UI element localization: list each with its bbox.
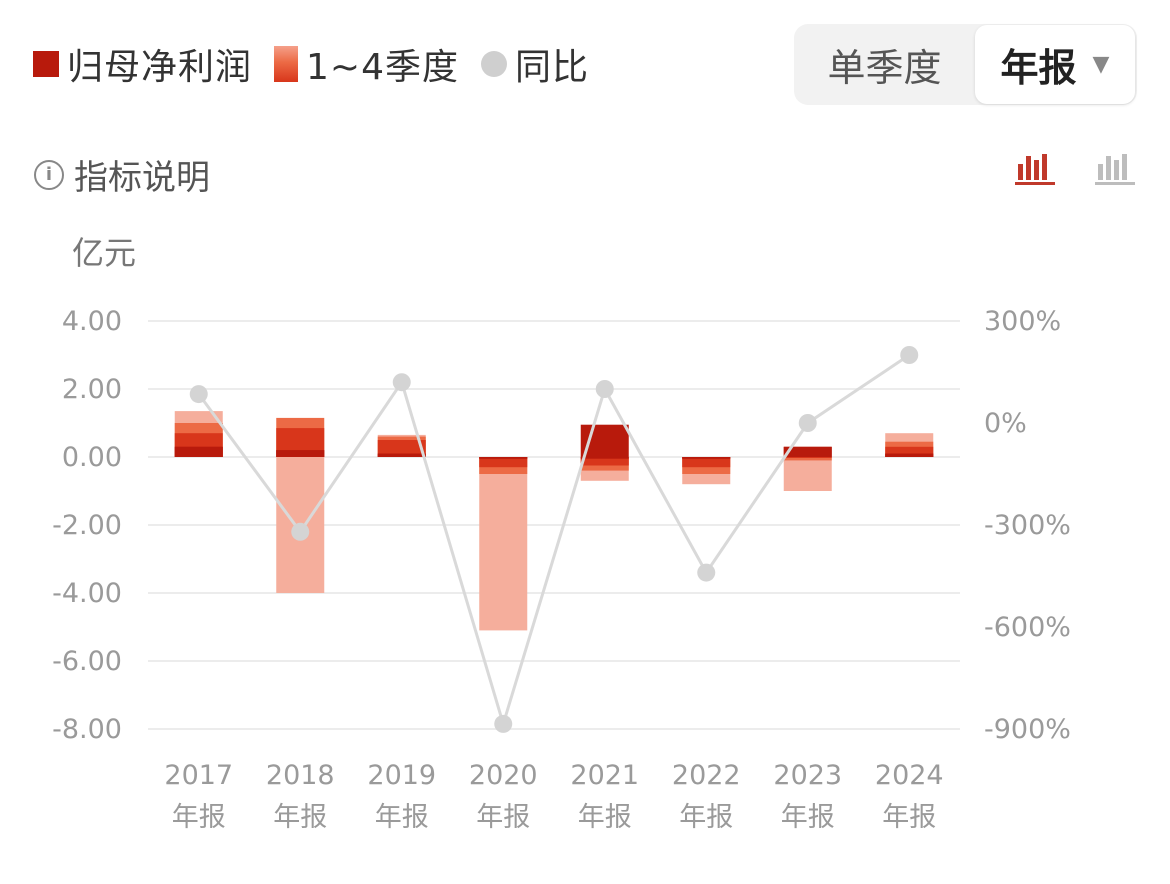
yoy-point-2024	[900, 346, 919, 364]
y-axis-unit: 亿元	[72, 234, 137, 272]
y-right-tick-label: 300%	[984, 306, 1061, 337]
x-tick-label: 2023	[773, 760, 842, 791]
bar-net-profit-2024	[885, 453, 934, 457]
y-right-tick-label: -600%	[984, 612, 1071, 643]
y-left-tick-label: -8.00	[52, 714, 122, 745]
indicator-explanation-label: 指标说明	[74, 158, 210, 198]
bar-net-profit-2018	[276, 450, 325, 457]
legend-item-yoy: 同比	[481, 38, 589, 90]
x-tick-label: 2022	[672, 760, 741, 791]
legend-item-quarters: 1~4季度	[274, 38, 459, 90]
bar-net-profit-2019	[377, 453, 426, 457]
yoy-point-2017	[189, 385, 208, 404]
x-tick-sublabel: 年报	[578, 802, 632, 833]
legend-label-yoy: 同比	[515, 47, 590, 88]
x-tick-sublabel: 年报	[375, 802, 429, 833]
x-tick-label: 2018	[266, 760, 335, 791]
y-right-tick-label: -300%	[984, 510, 1071, 541]
bar-q2-2024	[885, 446, 934, 457]
y-left-tick-label: -4.00	[52, 578, 122, 609]
bar-q1-2021	[580, 457, 629, 459]
bar-q4-2020	[479, 457, 528, 631]
x-tick-sublabel: 年报	[781, 802, 835, 833]
legend-item-net-profit: 归母净利润	[33, 38, 252, 90]
legend-swatch-net-profit	[33, 51, 59, 77]
y-left-tick-label: 0.00	[62, 442, 122, 473]
yoy-point-2018	[291, 522, 310, 541]
yoy-point-2021	[595, 380, 614, 398]
bar-net-profit-2022	[682, 457, 731, 459]
bar-net-profit-2017	[174, 446, 223, 457]
bar-q2-2021	[580, 457, 629, 466]
y-left-tick-label: 4.00	[62, 306, 122, 337]
bar-net-profit-2020	[479, 457, 528, 459]
chart-legend: 归母净利润 1~4季度 同比	[33, 38, 611, 90]
legend-label-quarters: 1~4季度	[306, 47, 459, 88]
bar-chart-icon[interactable]	[1014, 150, 1056, 186]
x-tick-label: 2019	[367, 760, 436, 791]
yoy-line	[197, 353, 911, 730]
bar-net-profit-2023	[783, 446, 832, 457]
period-toggle: 单季度 年报 ▼	[794, 24, 1137, 105]
yoy-point-2019	[392, 373, 411, 392]
bar-q2-2019	[377, 440, 426, 457]
x-tick-label: 2020	[469, 760, 538, 791]
annual-report-dropdown[interactable]: 年报 ▼	[975, 25, 1135, 104]
yoy-point-2020	[494, 714, 513, 733]
annual-report-label: 年报	[1000, 46, 1077, 90]
chevron-down-icon: ▼	[1092, 52, 1110, 77]
y-right-tick-label: -900%	[984, 714, 1071, 745]
x-tick-label: 2024	[875, 760, 944, 791]
bar-q2-2020	[479, 457, 528, 468]
y-left-tick-label: -2.00	[52, 510, 122, 541]
info-icon: i	[34, 159, 64, 190]
bar-q4-2023	[783, 457, 832, 491]
bar-q3-2023	[783, 457, 832, 461]
y-right-tick-label: 0%	[984, 408, 1027, 439]
x-tick-label: 2021	[570, 760, 639, 791]
x-tick-sublabel: 年报	[476, 802, 530, 833]
x-tick-sublabel: 年报	[882, 802, 936, 833]
legend-swatch-yoy	[481, 51, 507, 77]
single-quarter-option[interactable]: 单季度	[827, 46, 942, 90]
x-tick-sublabel: 年报	[273, 802, 327, 833]
y-left-tick-label: -6.00	[52, 646, 122, 677]
legend-swatch-quarters	[274, 46, 299, 82]
net-profit-chart: 4.00 2.00 0.00 -2.00 -4.00 -6.00 -8.00 300% 0% -3…	[52, 306, 1071, 833]
yoy-point-2023	[798, 414, 817, 432]
bar-chart-icon-gray[interactable]	[1094, 150, 1136, 186]
yoy-point-2022	[697, 563, 716, 582]
indicator-explanation-link[interactable]: i 指标说明	[34, 150, 210, 199]
x-tick-sublabel: 年报	[679, 802, 733, 833]
x-tick-sublabel: 年报	[172, 802, 226, 833]
x-tick-label: 2017	[164, 760, 233, 791]
bar-q2-2022	[682, 457, 731, 468]
legend-label-net-profit: 归母净利润	[67, 47, 253, 88]
bar-q2-2023	[783, 457, 832, 458]
y-left-tick-label: 2.00	[62, 374, 122, 405]
